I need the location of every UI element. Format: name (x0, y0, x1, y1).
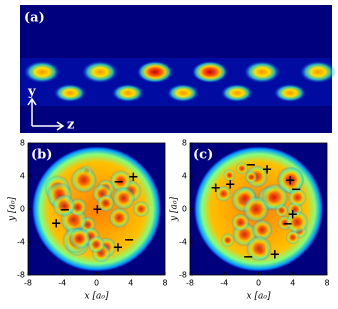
vortex-marker: − (243, 250, 254, 265)
y-tick-label: 8 (182, 139, 187, 148)
x-tick-label: 4 (128, 279, 133, 288)
density-blob (87, 235, 106, 254)
axis-label: y (27, 85, 36, 100)
density-blob (68, 227, 91, 250)
density-blob (52, 194, 76, 218)
x-tick-label: -8 (186, 279, 194, 288)
density-blob (215, 185, 232, 202)
x-tick-label: -4 (58, 279, 66, 288)
density-blob (112, 84, 144, 102)
density-blob (300, 61, 336, 83)
vortex-marker: − (245, 158, 256, 173)
vortex-marker: − (59, 203, 70, 218)
density-blob (245, 235, 273, 262)
density-blob (137, 61, 173, 83)
x-axis-label: x [a₀] (85, 292, 109, 302)
density-blob (70, 166, 98, 194)
vortex-marker: + (262, 163, 273, 178)
axis-label: z (67, 118, 74, 133)
vortex-marker: + (128, 170, 139, 185)
density-blob (96, 194, 115, 213)
density-blob (285, 210, 309, 234)
vortex-marker: − (113, 175, 124, 190)
x-tick-label: 8 (162, 279, 167, 288)
vortex-marker: − (124, 233, 135, 248)
vortex-marker: + (287, 207, 298, 222)
x-tick-label: 4 (290, 279, 295, 288)
panel-label: (c) (193, 148, 213, 163)
y-tick-label: 4 (20, 172, 25, 181)
density-blob (111, 186, 136, 210)
density-blob (82, 61, 118, 83)
density-blob (24, 61, 60, 83)
vortex-marker: + (112, 240, 123, 255)
vortex-marker: + (269, 248, 280, 263)
vortex-marker: + (225, 178, 236, 193)
density-blob (288, 188, 307, 207)
density-blob (54, 84, 86, 102)
y-tick-label: 0 (182, 205, 187, 214)
y-tick-label: -8 (179, 271, 187, 280)
panel-label: (a) (24, 11, 45, 26)
y-axis-label: y [a₀] (8, 197, 18, 222)
vortex-marker: − (291, 183, 302, 198)
density-blob (244, 170, 258, 184)
y-axis-label: y [a₀] (170, 197, 180, 222)
density-blob (274, 84, 306, 102)
y-tick-label: 8 (20, 139, 25, 148)
x-tick-label: 0 (256, 279, 261, 288)
vortex-marker: + (210, 181, 221, 196)
x-tick-label: 0 (94, 279, 99, 288)
density-blob (276, 166, 305, 195)
density-blob (251, 219, 273, 241)
vortex-marker: + (92, 202, 103, 217)
density-blob (220, 233, 235, 248)
x-axis-label: x [a₀] (247, 292, 271, 302)
density-blob (285, 230, 300, 245)
panel-label: (b) (31, 148, 52, 163)
vortex-marker: + (285, 173, 296, 188)
density-blob (109, 169, 132, 193)
density-blob (223, 169, 236, 182)
axis-arrow (27, 97, 65, 131)
density-blob (192, 61, 228, 83)
vortex-marker: − (282, 217, 293, 232)
density-blob (235, 162, 249, 175)
density-blob (167, 84, 199, 102)
x-tick-label: -8 (24, 279, 32, 288)
y-tick-label: 0 (20, 205, 25, 214)
density-blob (244, 61, 280, 83)
y-tick-label: -4 (179, 238, 187, 247)
y-tick-label: 4 (182, 172, 187, 181)
y-tick-label: -8 (17, 271, 25, 280)
density-blob (108, 207, 130, 229)
density-blob (132, 200, 150, 218)
vortex-marker: + (51, 216, 62, 231)
density-blob (221, 84, 253, 102)
y-tick-label: -4 (17, 238, 25, 247)
density-blob (231, 213, 250, 232)
x-tick-label: -4 (220, 279, 228, 288)
x-tick-label: 8 (324, 279, 329, 288)
